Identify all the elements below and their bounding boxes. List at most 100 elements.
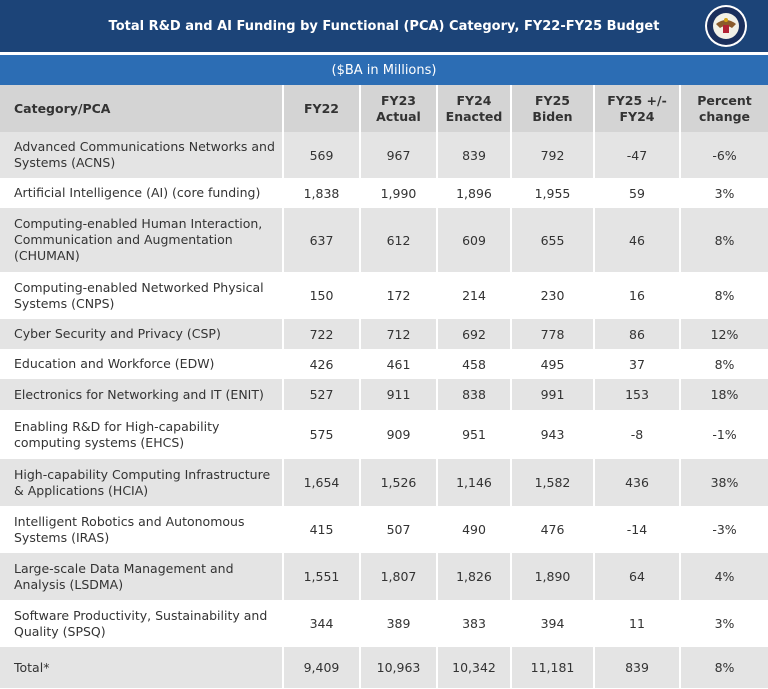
table-row: Electronics for Networking and IT (ENIT)…	[0, 379, 768, 410]
cell: 344	[282, 600, 360, 647]
cell: 1,146	[436, 459, 511, 506]
cell: 712	[359, 319, 437, 349]
cell: 10,963	[359, 647, 437, 688]
cell: 490	[436, 506, 511, 553]
header-row: Category/PCA FY22 FY23 Actual FY24 Enacted F…	[0, 85, 768, 132]
cell: 86	[593, 319, 680, 349]
cell: 11	[593, 600, 680, 647]
column-header: FY24 Enacted	[436, 85, 511, 132]
cell: 778	[510, 319, 594, 349]
cell: 1,582	[510, 459, 594, 506]
subtitle-bar: ($BA in Millions)	[0, 55, 768, 85]
cell: 1,654	[282, 459, 360, 506]
cell: 1,807	[359, 553, 437, 600]
table-row: Cyber Security and Privacy (CSP) 722 712 69…	[0, 319, 768, 349]
cell: -47	[593, 132, 680, 178]
cell: 1,838	[282, 178, 360, 208]
column-header: FY25 Biden	[510, 85, 594, 132]
table-row: Large-scale Data Management and Analysis…	[0, 553, 768, 600]
table-row: Enabling R&D for High-capability computi…	[0, 410, 768, 459]
cell: 172	[359, 272, 437, 319]
cell: 8%	[679, 349, 768, 379]
cell: 1,526	[359, 459, 437, 506]
cell: 1,890	[510, 553, 594, 600]
cell: 792	[510, 132, 594, 178]
cell: 951	[436, 410, 511, 459]
cell: 12%	[679, 319, 768, 349]
row-label: Total*	[0, 647, 283, 688]
cell: 495	[510, 349, 594, 379]
cell: 839	[593, 647, 680, 688]
cell: 18%	[679, 379, 768, 410]
cell: 150	[282, 272, 360, 319]
row-label: Advanced Communications Networks and Sys…	[0, 132, 283, 178]
row-label: Computing-enabled Human Interaction, Com…	[0, 208, 283, 272]
cell: 436	[593, 459, 680, 506]
cell: 911	[359, 379, 437, 410]
cell: 909	[359, 410, 437, 459]
cell: 839	[436, 132, 511, 178]
cell: -8	[593, 410, 680, 459]
table-row: Computing-enabled Networked Physical Sys…	[0, 272, 768, 319]
column-header: FY22	[282, 85, 360, 132]
row-label: Enabling R&D for High-capability computi…	[0, 410, 283, 459]
title-bar: Total R&D and AI Funding by Functional (…	[0, 0, 768, 52]
table-row: Advanced Communications Networks and Sys…	[0, 132, 768, 178]
cell: 1,551	[282, 553, 360, 600]
row-label: Electronics for Networking and IT (ENIT)	[0, 379, 283, 410]
cell: 64	[593, 553, 680, 600]
cell: -14	[593, 506, 680, 553]
row-label: Large-scale Data Management and Analysis…	[0, 553, 283, 600]
cell: 46	[593, 208, 680, 272]
cell: 9,409	[282, 647, 360, 688]
row-label: Cyber Security and Privacy (CSP)	[0, 319, 283, 349]
cell: 394	[510, 600, 594, 647]
cell: 609	[436, 208, 511, 272]
seal	[705, 5, 747, 47]
cell: -6%	[679, 132, 768, 178]
column-header: FY25 +/- FY24	[593, 85, 680, 132]
title: Total R&D and AI Funding by Functional (…	[108, 18, 660, 34]
cell: 153	[593, 379, 680, 410]
cell: 1,955	[510, 178, 594, 208]
cell: 458	[436, 349, 511, 379]
cell: 8%	[679, 208, 768, 272]
row-label: Software Productivity, Sustainability an…	[0, 600, 283, 647]
cell: -3%	[679, 506, 768, 553]
column-header: Percent change	[679, 85, 768, 132]
cell: 415	[282, 506, 360, 553]
cell: 692	[436, 319, 511, 349]
cell: 838	[436, 379, 511, 410]
cell: 507	[359, 506, 437, 553]
cell: 722	[282, 319, 360, 349]
cell: 655	[510, 208, 594, 272]
cell: 230	[510, 272, 594, 319]
cell: 16	[593, 272, 680, 319]
table-row: Software Productivity, Sustainability an…	[0, 600, 768, 647]
cell: 3%	[679, 178, 768, 208]
column-header: FY23 Actual	[359, 85, 437, 132]
cell: 10,342	[436, 647, 511, 688]
row-label: Computing-enabled Networked Physical Sys…	[0, 272, 283, 319]
cell: 4%	[679, 553, 768, 600]
table-row: High-capability Computing Infrastructure…	[0, 459, 768, 506]
subtitle: ($BA in Millions)	[331, 62, 437, 78]
cell: 569	[282, 132, 360, 178]
cell: 214	[436, 272, 511, 319]
table-row: Computing-enabled Human Interaction, Com…	[0, 208, 768, 272]
table-row: Education and Workforce (EDW) 426 461 458 49…	[0, 349, 768, 379]
cell: 383	[436, 600, 511, 647]
cell: 991	[510, 379, 594, 410]
cell: -1%	[679, 410, 768, 459]
cell: 37	[593, 349, 680, 379]
cell: 3%	[679, 600, 768, 647]
cell: 11,181	[510, 647, 594, 688]
table-row: Artificial Intelligence (AI) (core fundi…	[0, 178, 768, 208]
funding-table: Category/PCA FY22 FY23 Actual FY24 Enacted F…	[0, 85, 768, 688]
row-label: Intelligent Robotics and Autonomous Syst…	[0, 506, 283, 553]
table-row: Intelligent Robotics and Autonomous Syst…	[0, 506, 768, 553]
cell: 1,826	[436, 553, 511, 600]
cell: 612	[359, 208, 437, 272]
cell: 637	[282, 208, 360, 272]
